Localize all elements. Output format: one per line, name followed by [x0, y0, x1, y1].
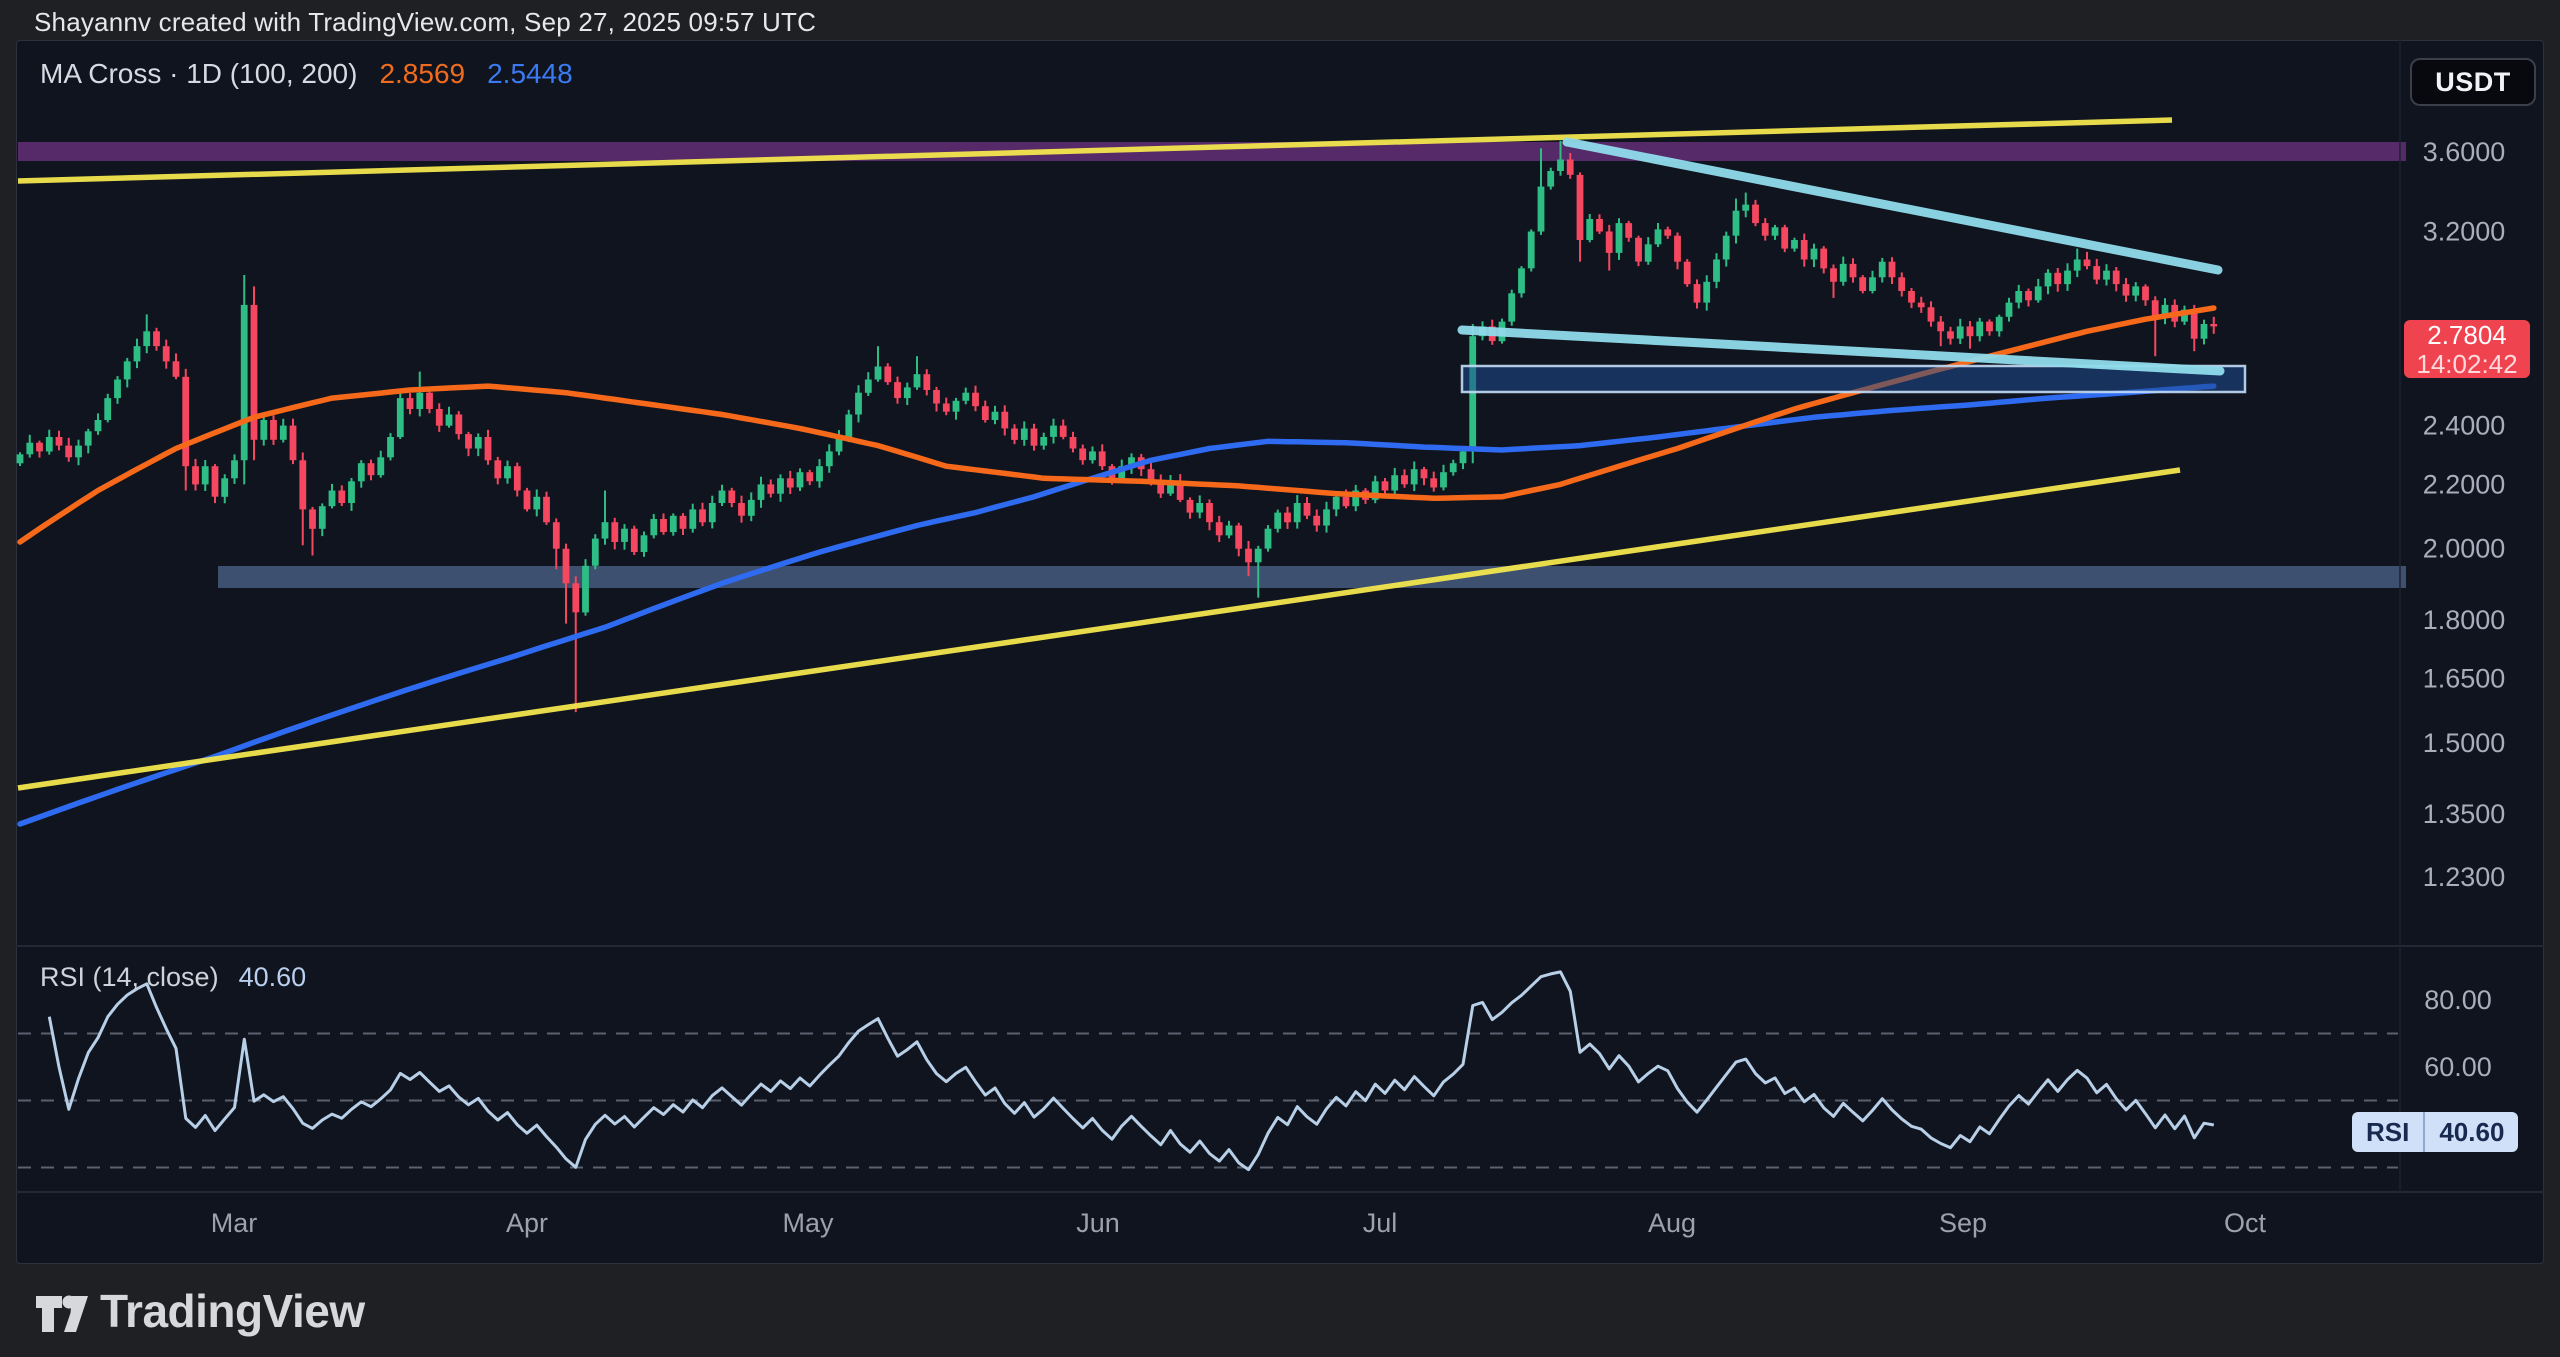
rsi-badge-label: RSI	[2366, 1116, 2410, 1147]
month-label-apr: Apr	[506, 1208, 548, 1238]
price-tick-label: 1.8000	[2423, 605, 2506, 635]
ascending-trendline-upper[interactable]	[17, 117, 2173, 184]
month-label-oct: Oct	[2224, 1208, 2267, 1238]
price-tick-label: 1.5000	[2423, 728, 2506, 758]
current-price-value: 2.7804	[2427, 320, 2507, 350]
price-tick-label: 1.3500	[2423, 799, 2506, 829]
rsi-axis-labels: 80.00 60.00	[2424, 985, 2492, 1082]
price-tick-label: 2.2000	[2423, 469, 2506, 499]
tradingview-logo-icon[interactable]	[34, 1286, 90, 1342]
price-chart-canvas[interactable]: 3.6000 3.2000 2.4000 2.2000 2.0000 1.8000 1.65…	[16, 40, 2544, 1264]
price-tick-label: 1.2300	[2423, 862, 2506, 892]
descending-trendline[interactable]	[1562, 137, 2223, 275]
rsi-badge-value: 40.60	[2439, 1116, 2505, 1147]
candlestick-series	[16, 140, 2218, 713]
rsi-legend-value: 40.60	[238, 962, 307, 992]
price-tick-label: 3.2000	[2423, 217, 2506, 247]
month-label-may: May	[782, 1208, 834, 1238]
month-label-jun: Jun	[1076, 1208, 1120, 1238]
ma200-value: 2.5448	[487, 58, 573, 89]
neckline-trendline[interactable]	[1457, 325, 2225, 376]
rsi-tick-label: 80.00	[2424, 985, 2492, 1015]
price-tick-label: 3.6000	[2423, 137, 2506, 167]
footer-bar: TradingView	[0, 1264, 2560, 1357]
month-label-mar: Mar	[211, 1208, 258, 1238]
support-box-drawing[interactable]	[1460, 364, 2247, 394]
rsi-legend[interactable]: RSI (14, close) 40.60	[40, 962, 306, 993]
ma100-value: 2.8569	[379, 58, 466, 89]
time-axis-labels[interactable]: Mar Apr May Jun Jul Aug Sep Oct	[211, 1208, 2267, 1238]
attribution-bar: Shayannv created with TradingView.com, S…	[0, 0, 2560, 40]
month-label-aug: Aug	[1648, 1208, 1696, 1238]
ascending-trendline-lower[interactable]	[17, 467, 2181, 791]
rsi-badge-divider	[2423, 1112, 2426, 1152]
indicator-title: MA Cross · 1D (100, 200)	[40, 58, 358, 89]
rsi-value-badge: RSI 40.60	[2352, 1112, 2519, 1152]
month-label-sep: Sep	[1939, 1208, 1987, 1238]
indicator-legend[interactable]: MA Cross · 1D (100, 200) 2.8569 2.5448	[40, 58, 573, 90]
price-tick-label: 2.0000	[2423, 534, 2506, 564]
price-tick-label: 1.6500	[2423, 664, 2506, 694]
current-price-countdown: 14:02:42	[2416, 349, 2518, 379]
current-price-label: 2.7804 14:02:42	[2404, 320, 2530, 379]
rsi-tick-label: 60.00	[2424, 1052, 2492, 1082]
rsi-line	[47, 970, 2215, 1172]
price-axis-labels: 3.6000 3.2000 2.4000 2.2000 2.0000 1.8000 1.65…	[2423, 137, 2506, 892]
ma100-line	[17, 305, 2217, 545]
rsi-title: RSI (14, close)	[40, 962, 219, 992]
price-tick-label: 2.4000	[2423, 411, 2506, 441]
resistance-zone-band[interactable]	[18, 142, 2406, 161]
support-zone-band[interactable]	[218, 566, 2406, 588]
tradingview-wordmark[interactable]: TradingView	[100, 1285, 365, 1337]
month-label-jul: Jul	[1363, 1208, 1398, 1238]
ma200-line	[17, 383, 2217, 827]
quote-currency-button[interactable]: USDT	[2410, 58, 2536, 106]
chart-widget	[16, 40, 2544, 1264]
attribution-text: Shayannv created with TradingView.com, S…	[34, 7, 817, 37]
